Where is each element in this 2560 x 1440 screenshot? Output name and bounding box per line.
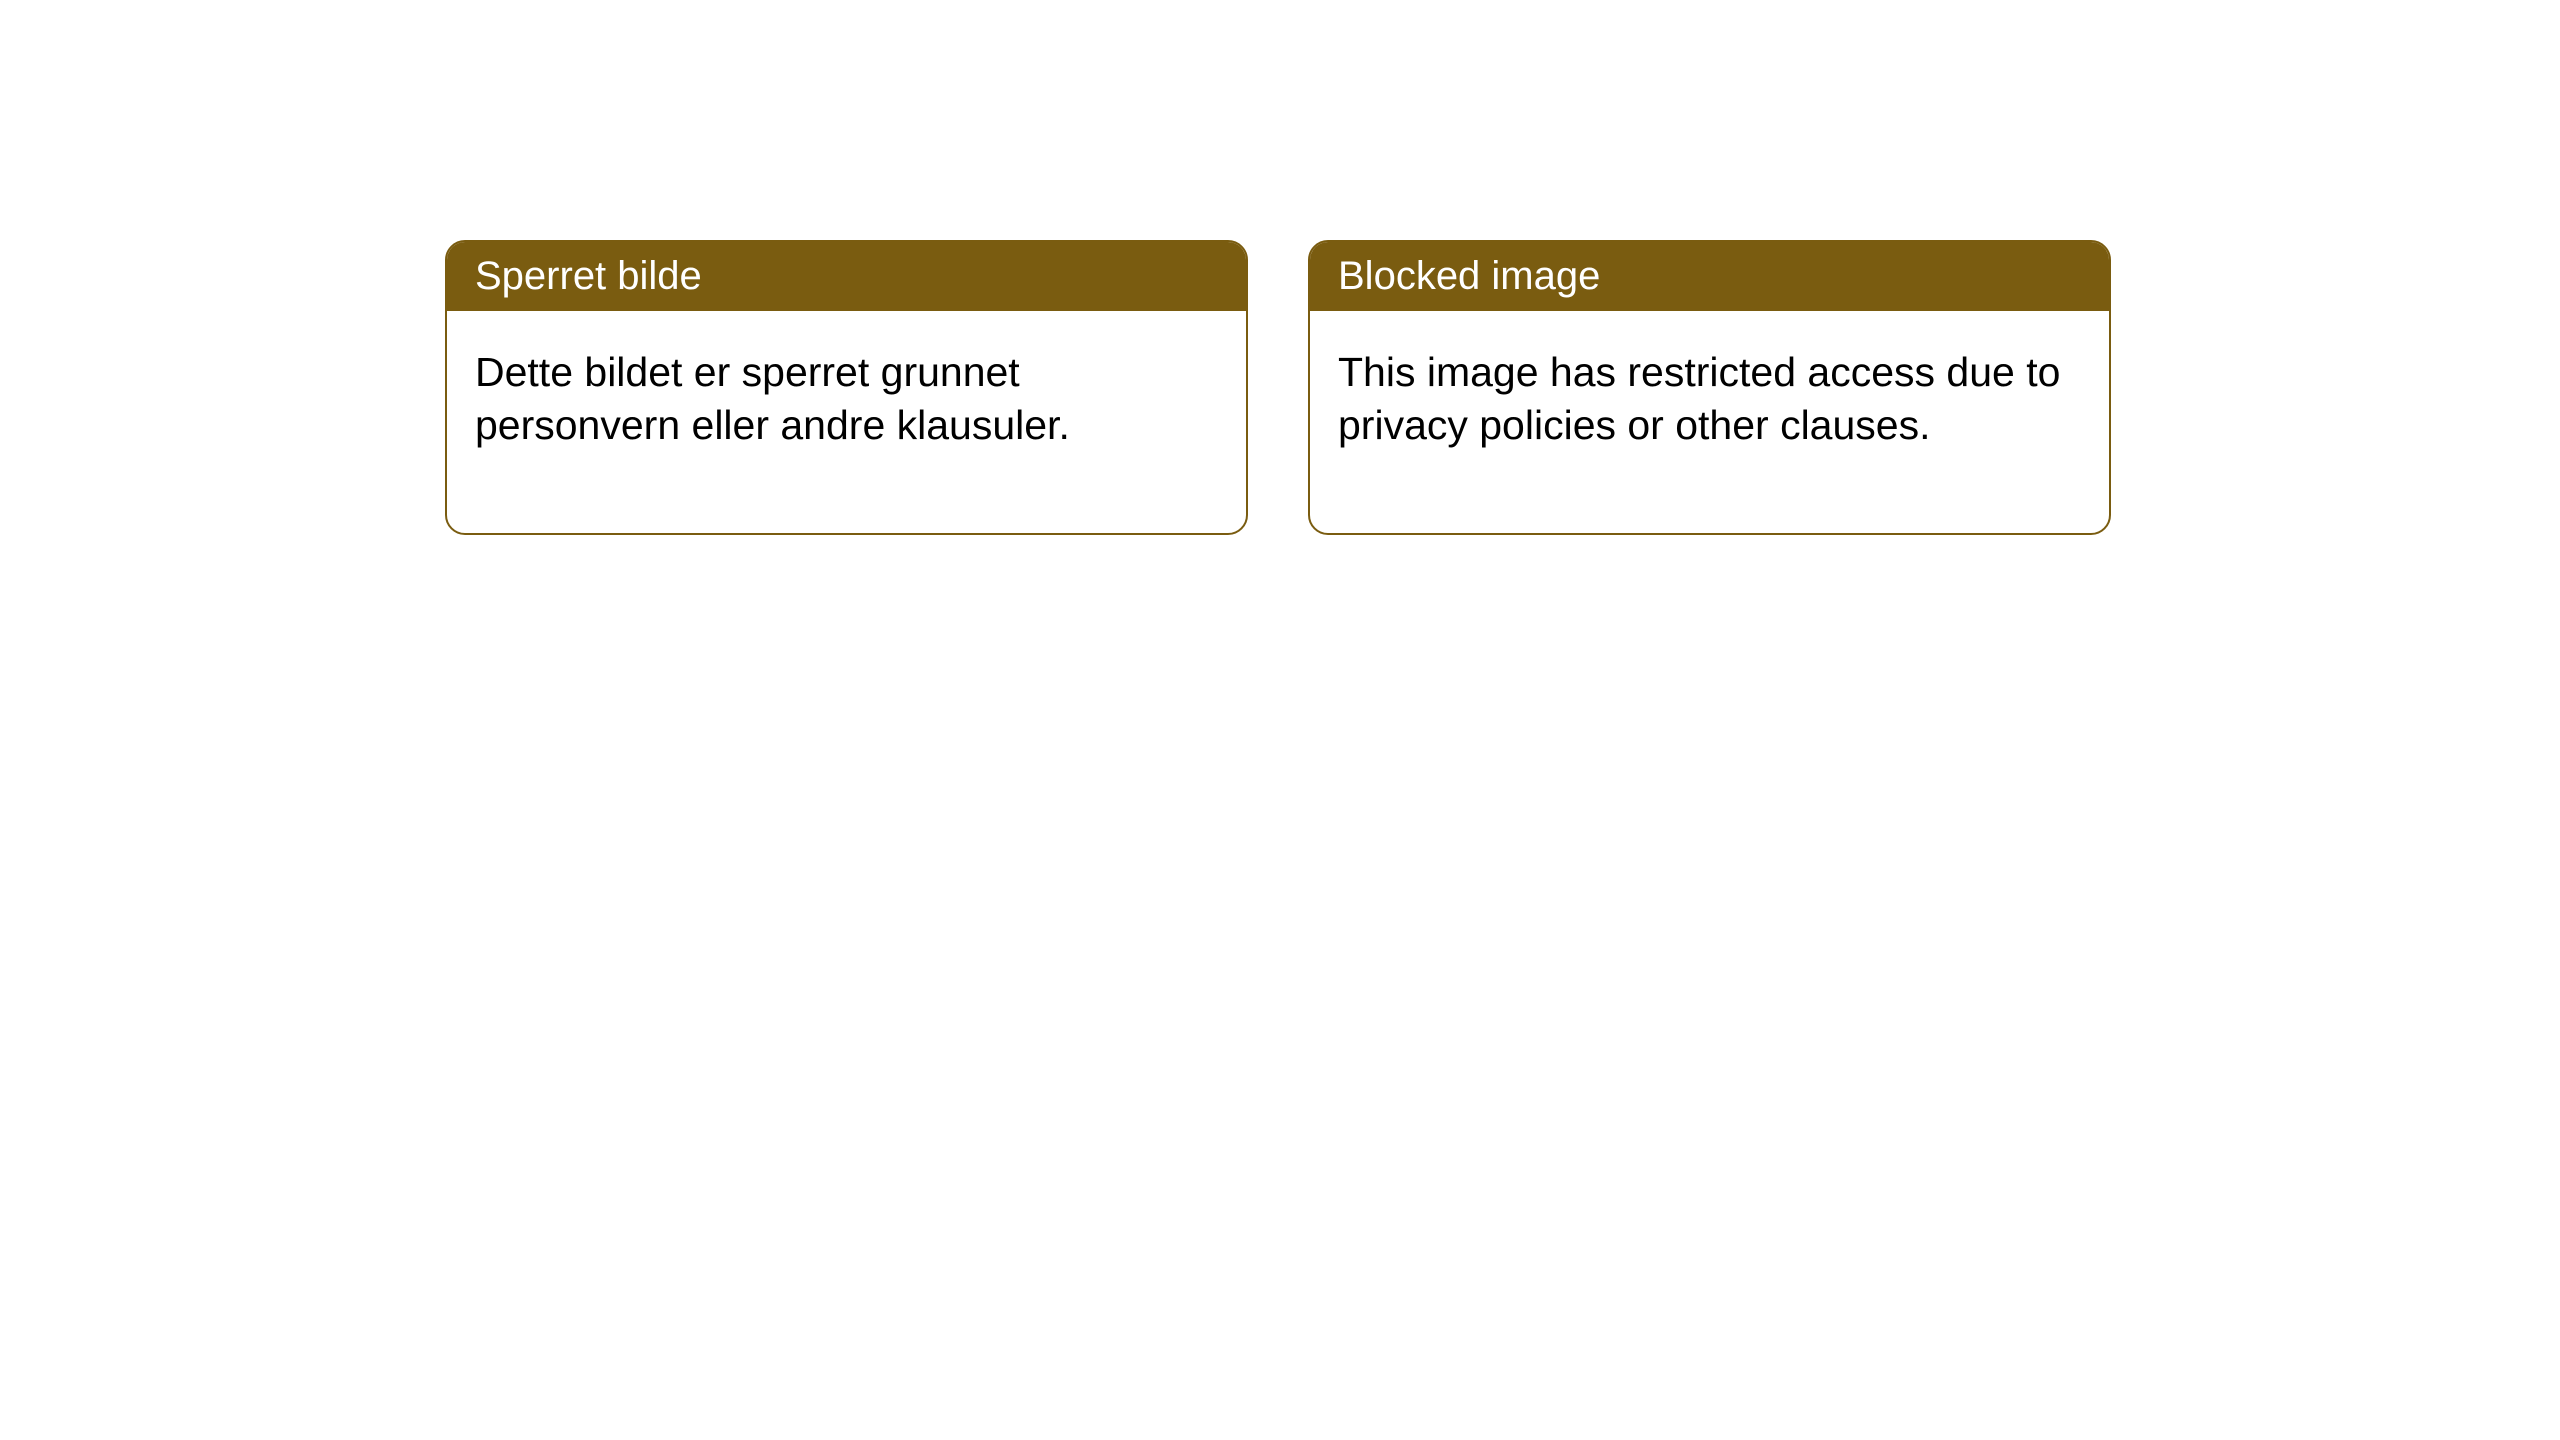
card-body-text: This image has restricted access due to … <box>1338 349 2060 448</box>
card-body: Dette bildet er sperret grunnet personve… <box>447 311 1246 533</box>
card-header: Blocked image <box>1310 242 2109 311</box>
card-body-text: Dette bildet er sperret grunnet personve… <box>475 349 1070 448</box>
blocked-image-card-no: Sperret bilde Dette bildet er sperret gr… <box>445 240 1248 535</box>
card-header: Sperret bilde <box>447 242 1246 311</box>
card-title: Sperret bilde <box>475 254 702 298</box>
blocked-image-card-en: Blocked image This image has restricted … <box>1308 240 2111 535</box>
cards-container: Sperret bilde Dette bildet er sperret gr… <box>445 240 2111 535</box>
card-title: Blocked image <box>1338 254 1600 298</box>
card-body: This image has restricted access due to … <box>1310 311 2109 533</box>
